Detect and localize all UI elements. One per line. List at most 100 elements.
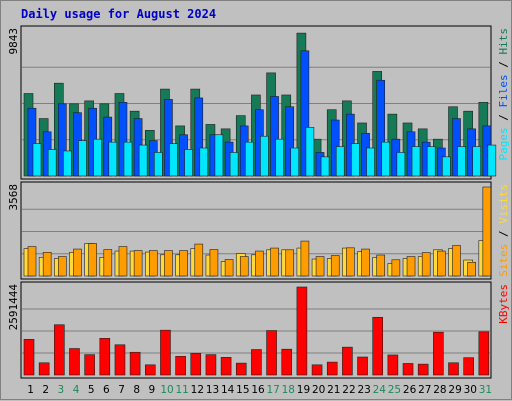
- bar-files-day-1: [27, 107, 37, 177]
- bar-files-day-24: [376, 79, 386, 177]
- legend-entry: /: [497, 108, 510, 128]
- bar-sites-day-24: [376, 254, 386, 277]
- bar-kbytes-day-15: [235, 362, 247, 376]
- bar-kbytes-day-16: [251, 349, 262, 376]
- bar-pages-day-1: [32, 143, 42, 177]
- x-tick-day-2: 2: [42, 384, 49, 396]
- x-tick-day-8: 8: [133, 384, 140, 396]
- bar-files-day-19: [300, 50, 310, 177]
- bar-sites-day-16: [255, 250, 264, 277]
- bar-files-day-3: [58, 103, 67, 177]
- bar-kbytes-day-30: [463, 357, 474, 376]
- bar-sites-day-27: [421, 252, 431, 277]
- x-tick-day-23: 23: [357, 384, 370, 396]
- bar-pages-day-30: [472, 146, 481, 177]
- bar-pages-day-19: [305, 127, 315, 177]
- bar-pages-day-31: [487, 144, 497, 177]
- legend-entry: Files: [497, 74, 510, 107]
- bar-kbytes-day-29: [448, 362, 459, 376]
- bar-kbytes-day-2: [38, 362, 50, 376]
- bar-kbytes-day-31: [478, 331, 490, 376]
- bar-pages-day-18: [290, 147, 300, 177]
- bar-pages-day-21: [335, 146, 345, 177]
- panel-visits-sites: 3568 Sites / Visits: [7, 181, 510, 280]
- legend-visits-sites: Sites / Visits: [497, 184, 510, 277]
- x-tick-day-11: 11: [176, 384, 189, 396]
- bar-pages-day-17: [275, 138, 284, 177]
- bar-sites-day-31: [482, 186, 492, 277]
- bar-files-day-12: [194, 97, 204, 177]
- legend-entry: Pages: [497, 127, 510, 160]
- x-tick-day-12: 12: [191, 384, 204, 396]
- x-tick-day-21: 21: [327, 384, 340, 396]
- x-tick-day-4: 4: [73, 384, 80, 396]
- bar-kbytes-day-4: [69, 348, 80, 376]
- bar-pages-day-16: [260, 135, 269, 177]
- bar-pages-day-28: [442, 156, 451, 177]
- bar-files-day-7: [118, 102, 128, 177]
- legend-entry: Visits: [497, 184, 510, 224]
- bar-sites-day-2: [42, 252, 52, 277]
- legend-kbytes: KBytes: [497, 284, 510, 324]
- bar-kbytes-day-28: [433, 331, 444, 376]
- bar-pages-day-23: [366, 147, 375, 177]
- bar-kbytes-day-11: [175, 356, 186, 376]
- bar-kbytes-day-19: [296, 286, 308, 376]
- bar-kbytes-day-24: [372, 316, 384, 376]
- bar-pages-day-15: [244, 141, 254, 177]
- bar-sites-day-25: [391, 259, 401, 277]
- panel-kbytes: 2591444 KBytes: [7, 281, 510, 379]
- x-tick-day-17: 17: [266, 384, 279, 396]
- bar-sites-day-11: [179, 250, 188, 277]
- bar-pages-day-26: [411, 146, 421, 177]
- bar-sites-day-29: [452, 245, 461, 277]
- x-tick-day-28: 28: [433, 384, 446, 396]
- bar-pages-day-11: [184, 149, 193, 177]
- bar-pages-day-24: [381, 141, 391, 177]
- bar-files-day-10: [164, 99, 173, 177]
- bar-kbytes-day-22: [342, 346, 353, 376]
- bar-sites-day-5: [88, 243, 97, 277]
- x-tick-day-9: 9: [149, 384, 156, 396]
- bar-sites-day-13: [209, 249, 219, 277]
- x-tick-day-26: 26: [403, 384, 417, 396]
- bar-sites-day-22: [346, 247, 355, 277]
- bar-sites-day-15: [239, 256, 249, 277]
- bar-sites-day-7: [118, 246, 128, 277]
- bar-kbytes-day-20: [311, 364, 323, 376]
- bar-kbytes-day-1: [23, 339, 35, 376]
- bar-kbytes-day-9: [144, 364, 156, 376]
- bar-pages-day-12: [199, 147, 209, 177]
- bar-pages-day-29: [457, 146, 466, 177]
- bar-kbytes-day-7: [114, 344, 126, 376]
- bar-kbytes-day-26: [402, 363, 414, 376]
- legend-entry: KBytes: [497, 284, 510, 324]
- x-tick-day-7: 7: [118, 384, 125, 396]
- x-tick-day-13: 13: [206, 384, 219, 396]
- bar-sites-day-10: [164, 250, 173, 277]
- bar-sites-day-12: [194, 243, 204, 277]
- bar-pages-day-2: [47, 149, 57, 177]
- bar-kbytes-day-18: [281, 348, 293, 376]
- bar-kbytes-day-23: [357, 356, 368, 376]
- bar-sites-day-21: [330, 255, 340, 277]
- x-tick-day-6: 6: [103, 384, 110, 396]
- bar-pages-day-10: [169, 143, 178, 177]
- bar-pages-day-3: [63, 150, 72, 177]
- x-tick-day-14: 14: [221, 384, 235, 396]
- bar-sites-day-28: [437, 250, 446, 277]
- bar-kbytes-day-3: [54, 324, 65, 376]
- bar-kbytes-day-14: [220, 357, 232, 376]
- x-tick-day-19: 19: [297, 384, 310, 396]
- bar-kbytes-day-5: [84, 354, 95, 376]
- legend-entry: Sites: [497, 244, 510, 277]
- bar-sites-day-1: [27, 246, 37, 277]
- bar-files-day-17: [270, 96, 279, 177]
- legend-entry: /: [497, 55, 510, 75]
- bar-pages-day-22: [351, 143, 360, 177]
- bar-pages-day-4: [78, 140, 87, 177]
- x-tick-day-16: 16: [251, 384, 265, 396]
- y-axis-max-label: 9843: [7, 28, 20, 55]
